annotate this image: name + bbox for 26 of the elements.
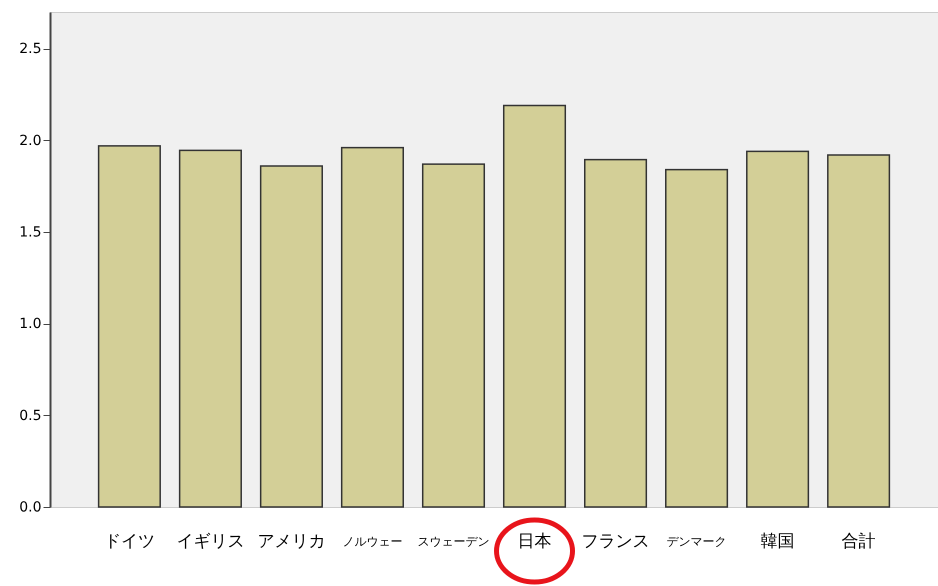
bar [98, 145, 161, 508]
bar [827, 154, 890, 508]
x-tick-label: 日本 [518, 532, 552, 552]
x-tick-label: 合計 [842, 532, 876, 552]
bar [665, 168, 728, 508]
x-tick-label: アメリカ [257, 532, 326, 552]
bar [502, 104, 566, 508]
bar [584, 158, 648, 508]
bar [178, 150, 242, 508]
x-tick-label: スウェーデン [417, 534, 490, 548]
x-tick-label: イギリス [176, 532, 244, 552]
y-tick-label: 1.5 [19, 224, 42, 240]
x-tick-label: ドイツ [104, 532, 155, 552]
y-tick-label: 1.0 [19, 316, 42, 332]
bar [340, 146, 404, 508]
y-tick-label: 0.0 [19, 500, 42, 516]
bar [260, 165, 323, 508]
x-tick-label: 韓国 [760, 532, 795, 552]
x-tick-label: フランス [582, 532, 650, 552]
bar [422, 163, 486, 508]
y-tick-label: 2.5 [19, 41, 42, 58]
y-tick-label: 2.0 [19, 132, 42, 149]
y-tick-label: 0.5 [19, 408, 42, 424]
bar [746, 150, 810, 508]
x-tick-label: ノルウェー [342, 534, 402, 548]
x-tick-label: デンマーク [666, 534, 727, 548]
